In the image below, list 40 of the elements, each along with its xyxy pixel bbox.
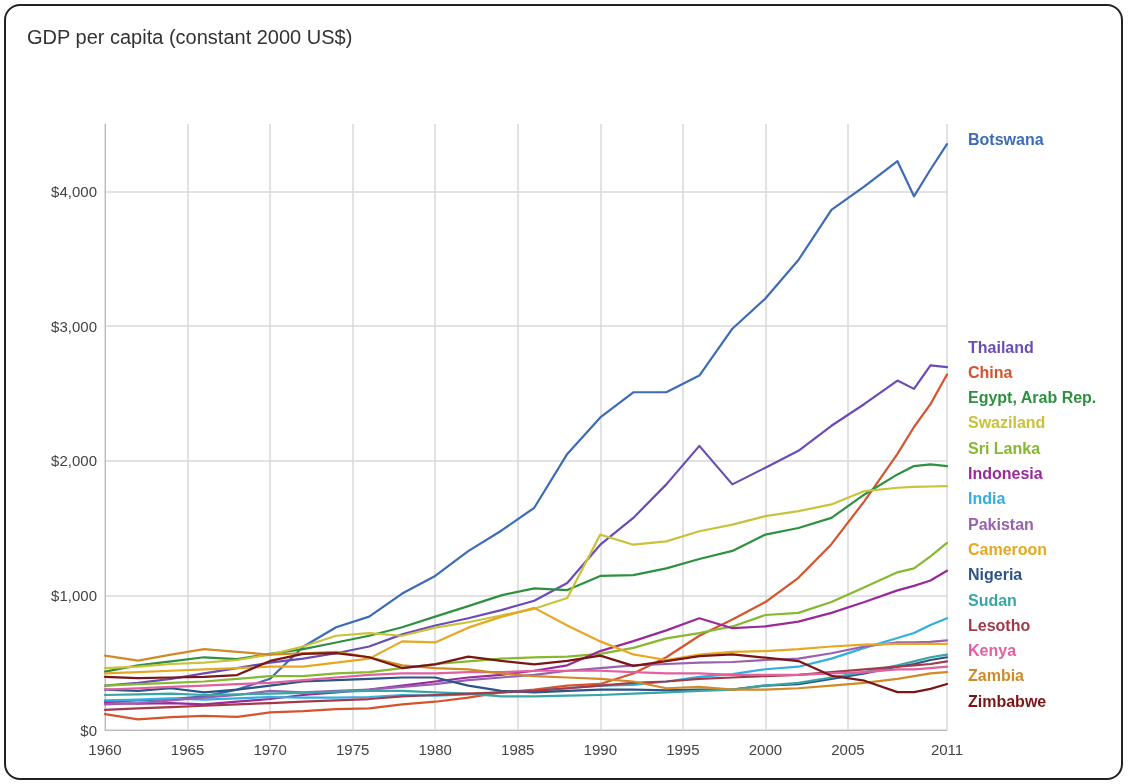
x-tick-label: 1990 xyxy=(583,741,617,758)
series-label: Botswana xyxy=(968,130,1044,148)
series-label: Zimbabwe xyxy=(968,692,1047,710)
x-tick-label: 2011 xyxy=(930,741,964,758)
y-tick-label: $2,000 xyxy=(51,452,97,470)
line-series xyxy=(103,569,949,706)
x-tick-label: 1995 xyxy=(666,741,700,758)
x-tick-label: 1985 xyxy=(501,741,535,758)
text: Pakistan xyxy=(968,515,1034,533)
text: Cameroon xyxy=(968,540,1048,558)
x-tick-label: 1975 xyxy=(335,741,370,758)
line-series xyxy=(103,660,949,711)
y-tick-label: $0 xyxy=(80,721,97,739)
y-tick-label: $3,000 xyxy=(51,317,97,335)
y-tick-label: $4,000 xyxy=(51,182,97,200)
text: India xyxy=(968,490,1006,508)
series-label: Kenya xyxy=(968,642,1017,660)
line-series xyxy=(103,143,949,703)
text: Sri Lanka xyxy=(968,439,1041,457)
series-label: Thailand xyxy=(968,338,1034,356)
line-series xyxy=(103,639,949,706)
text: Swaziland xyxy=(968,414,1046,432)
line-series xyxy=(103,541,949,687)
x-tick-label: 1960 xyxy=(88,741,122,758)
x-tick-label: 2000 xyxy=(748,741,783,758)
line-series xyxy=(103,606,949,675)
x-tick-label: 1970 xyxy=(253,741,287,758)
series-label: Zambia xyxy=(968,667,1025,685)
x-tick-label: 2005 xyxy=(831,741,865,758)
chart-title: GDP per capita (constant 2000 US$) xyxy=(27,26,353,48)
x-tick-label: 1980 xyxy=(418,741,452,758)
text: Egypt, Arab Rep. xyxy=(968,389,1097,407)
line-series xyxy=(103,665,949,691)
text: Sudan xyxy=(968,591,1017,609)
text: Lesotho xyxy=(968,616,1031,634)
x-tick-label: 1965 xyxy=(170,741,205,758)
text: Nigeria xyxy=(968,566,1023,584)
y-tick-label: $1,000 xyxy=(51,586,97,604)
series-label: China xyxy=(968,363,1013,381)
text: Indonesia xyxy=(968,465,1043,482)
